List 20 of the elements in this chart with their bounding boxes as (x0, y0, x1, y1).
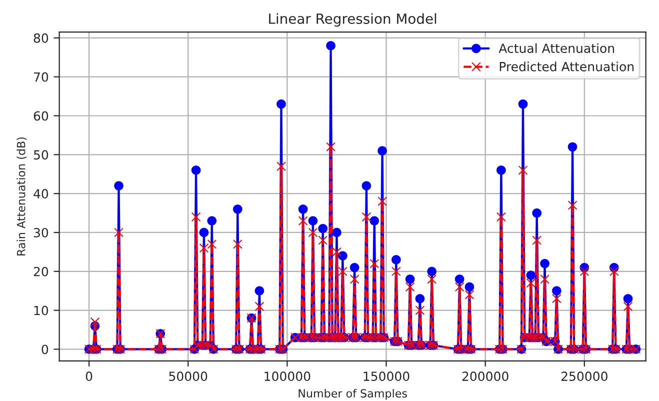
x-axis-title: Number of Samples (298, 388, 407, 400)
y-tick-label: 40 (34, 189, 48, 198)
y-tick-label: 20 (34, 266, 48, 276)
y-tick-label: 50 (34, 150, 48, 160)
chart-title: Linear Regression Model (269, 13, 436, 27)
y-tick-label: 70 (34, 72, 48, 82)
x-tick-label: 150000 (364, 372, 410, 381)
legend-label: Actual Attenuation (498, 43, 614, 54)
y-tick-label: 60 (34, 111, 48, 121)
y-tick-label: 30 (34, 228, 48, 238)
y-tick-label: 10 (34, 306, 48, 316)
legend-label: Predicted Attenuation (500, 62, 634, 72)
x-tick-label: 250000 (561, 372, 608, 381)
x-tick-label: 200000 (462, 372, 508, 381)
y-axis-title: Rain Attenuation (dB) (16, 137, 27, 256)
x-tick-label: 50000 (169, 372, 208, 381)
y-tick-label: 80 (34, 33, 48, 43)
x-tick-label: 100000 (264, 372, 310, 381)
x-tick-label: 0 (86, 372, 92, 381)
y-tick-label: 0 (42, 344, 48, 354)
